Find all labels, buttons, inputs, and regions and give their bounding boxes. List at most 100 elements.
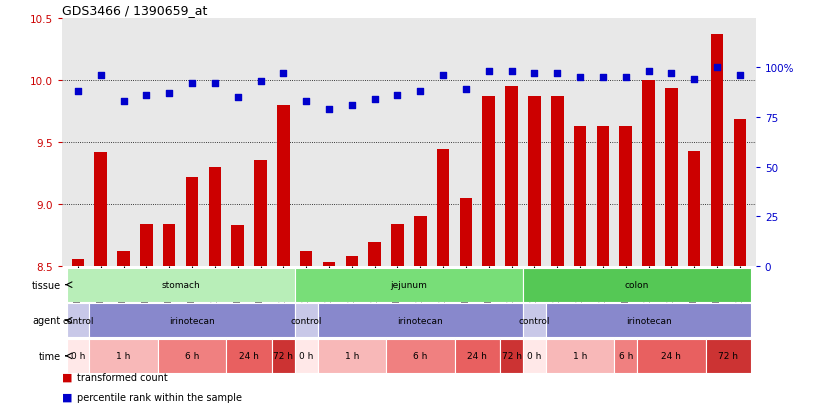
Text: irinotecan: irinotecan — [397, 316, 444, 325]
Bar — [89, 339, 158, 373]
Point — [300, 99, 313, 105]
Bar — [323, 263, 335, 266]
Text: 0 h: 0 h — [527, 351, 542, 361]
Bar — [392, 224, 404, 266]
Point — [687, 77, 700, 83]
Bar — [523, 268, 751, 302]
Point — [117, 99, 131, 105]
Point — [94, 73, 107, 79]
Point — [482, 69, 496, 76]
Text: 1 h: 1 h — [116, 351, 131, 361]
Bar — [163, 224, 175, 266]
Text: irinotecan: irinotecan — [625, 316, 672, 325]
Bar — [231, 225, 244, 266]
Bar — [67, 268, 295, 302]
Point — [254, 79, 267, 85]
Bar — [94, 152, 107, 266]
Text: 1 h: 1 h — [344, 351, 359, 361]
Point — [528, 71, 541, 77]
Bar — [596, 126, 609, 266]
Text: ■: ■ — [62, 392, 73, 402]
Bar — [688, 151, 700, 266]
Point — [710, 65, 724, 71]
Text: stomach: stomach — [161, 280, 200, 290]
Bar — [459, 198, 472, 266]
Point — [208, 81, 221, 87]
Point — [71, 89, 84, 95]
Text: control: control — [519, 316, 550, 325]
Bar — [574, 126, 586, 266]
Bar — [89, 304, 295, 337]
Text: 72 h: 72 h — [273, 351, 293, 361]
Text: colon: colon — [625, 280, 649, 290]
Bar — [523, 304, 546, 337]
Point — [551, 71, 564, 77]
Text: 72 h: 72 h — [719, 351, 738, 361]
Bar — [186, 177, 198, 266]
Bar — [710, 35, 724, 266]
Bar — [437, 150, 449, 266]
Point — [459, 87, 472, 93]
Bar — [501, 339, 523, 373]
Text: 1 h: 1 h — [573, 351, 587, 361]
Bar — [317, 339, 386, 373]
Point — [231, 95, 244, 101]
Text: ■: ■ — [62, 372, 73, 382]
Text: 24 h: 24 h — [662, 351, 681, 361]
Bar — [277, 105, 290, 266]
Bar — [140, 224, 153, 266]
Text: 72 h: 72 h — [501, 351, 521, 361]
Text: control: control — [62, 316, 93, 325]
Text: 0 h: 0 h — [71, 351, 85, 361]
Bar — [300, 252, 312, 266]
Bar — [158, 339, 226, 373]
Bar — [72, 259, 84, 266]
Bar — [295, 339, 317, 373]
Point — [436, 73, 449, 79]
Bar — [67, 304, 89, 337]
Text: agent: agent — [32, 316, 61, 325]
Bar — [643, 81, 655, 266]
Bar — [226, 339, 272, 373]
Bar — [295, 304, 317, 337]
Point — [277, 71, 290, 77]
Text: control: control — [291, 316, 322, 325]
Point — [573, 75, 586, 81]
Point — [665, 71, 678, 77]
Text: transformed count: transformed count — [77, 372, 168, 382]
Bar — [454, 339, 501, 373]
Point — [414, 89, 427, 95]
Bar — [482, 97, 495, 266]
Bar — [733, 120, 746, 266]
Text: tissue: tissue — [31, 280, 61, 290]
Bar — [317, 304, 523, 337]
Point — [733, 73, 747, 79]
Bar — [528, 97, 541, 266]
Bar — [117, 252, 130, 266]
Text: 24 h: 24 h — [468, 351, 487, 361]
Bar — [345, 256, 358, 266]
Text: GDS3466 / 1390659_at: GDS3466 / 1390659_at — [62, 5, 207, 17]
Text: 6 h: 6 h — [185, 351, 199, 361]
Point — [596, 75, 610, 81]
Bar — [67, 339, 89, 373]
Bar — [506, 87, 518, 266]
Point — [368, 97, 382, 103]
Bar — [665, 89, 677, 266]
Point — [186, 81, 199, 87]
Point — [322, 107, 335, 113]
Point — [505, 69, 518, 76]
Text: 0 h: 0 h — [299, 351, 313, 361]
Text: 6 h: 6 h — [619, 351, 633, 361]
Text: percentile rank within the sample: percentile rank within the sample — [77, 392, 242, 402]
Bar — [620, 126, 632, 266]
Bar — [368, 243, 381, 266]
Text: 6 h: 6 h — [413, 351, 428, 361]
Bar — [295, 268, 523, 302]
Bar — [551, 97, 563, 266]
Point — [140, 93, 153, 99]
Point — [391, 93, 404, 99]
Bar — [615, 339, 637, 373]
Bar — [546, 339, 615, 373]
Bar — [272, 339, 295, 373]
